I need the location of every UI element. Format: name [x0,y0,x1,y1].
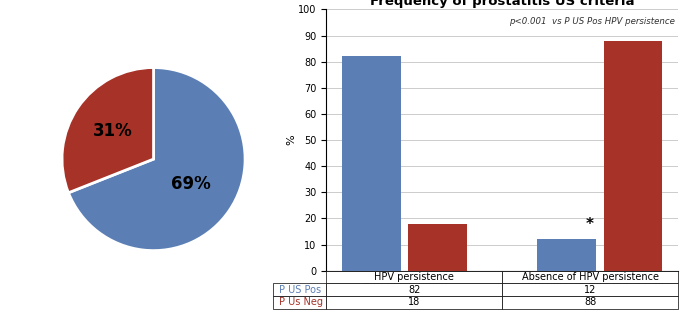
Text: B: B [291,0,305,1]
Bar [537,239,596,271]
Wedge shape [68,67,245,251]
Bar [408,224,467,271]
Y-axis label: %: % [286,135,297,146]
Bar [342,56,401,271]
Text: 69%: 69% [171,175,210,193]
Text: p<0.001  vs P US Pos HPV persistence: p<0.001 vs P US Pos HPV persistence [509,17,675,26]
Text: *: * [586,216,594,232]
Wedge shape [62,67,153,193]
Title: Frequency of prostatitis US criteria: Frequency of prostatitis US criteria [370,0,634,8]
Text: 31%: 31% [93,122,133,140]
Bar [603,41,662,271]
